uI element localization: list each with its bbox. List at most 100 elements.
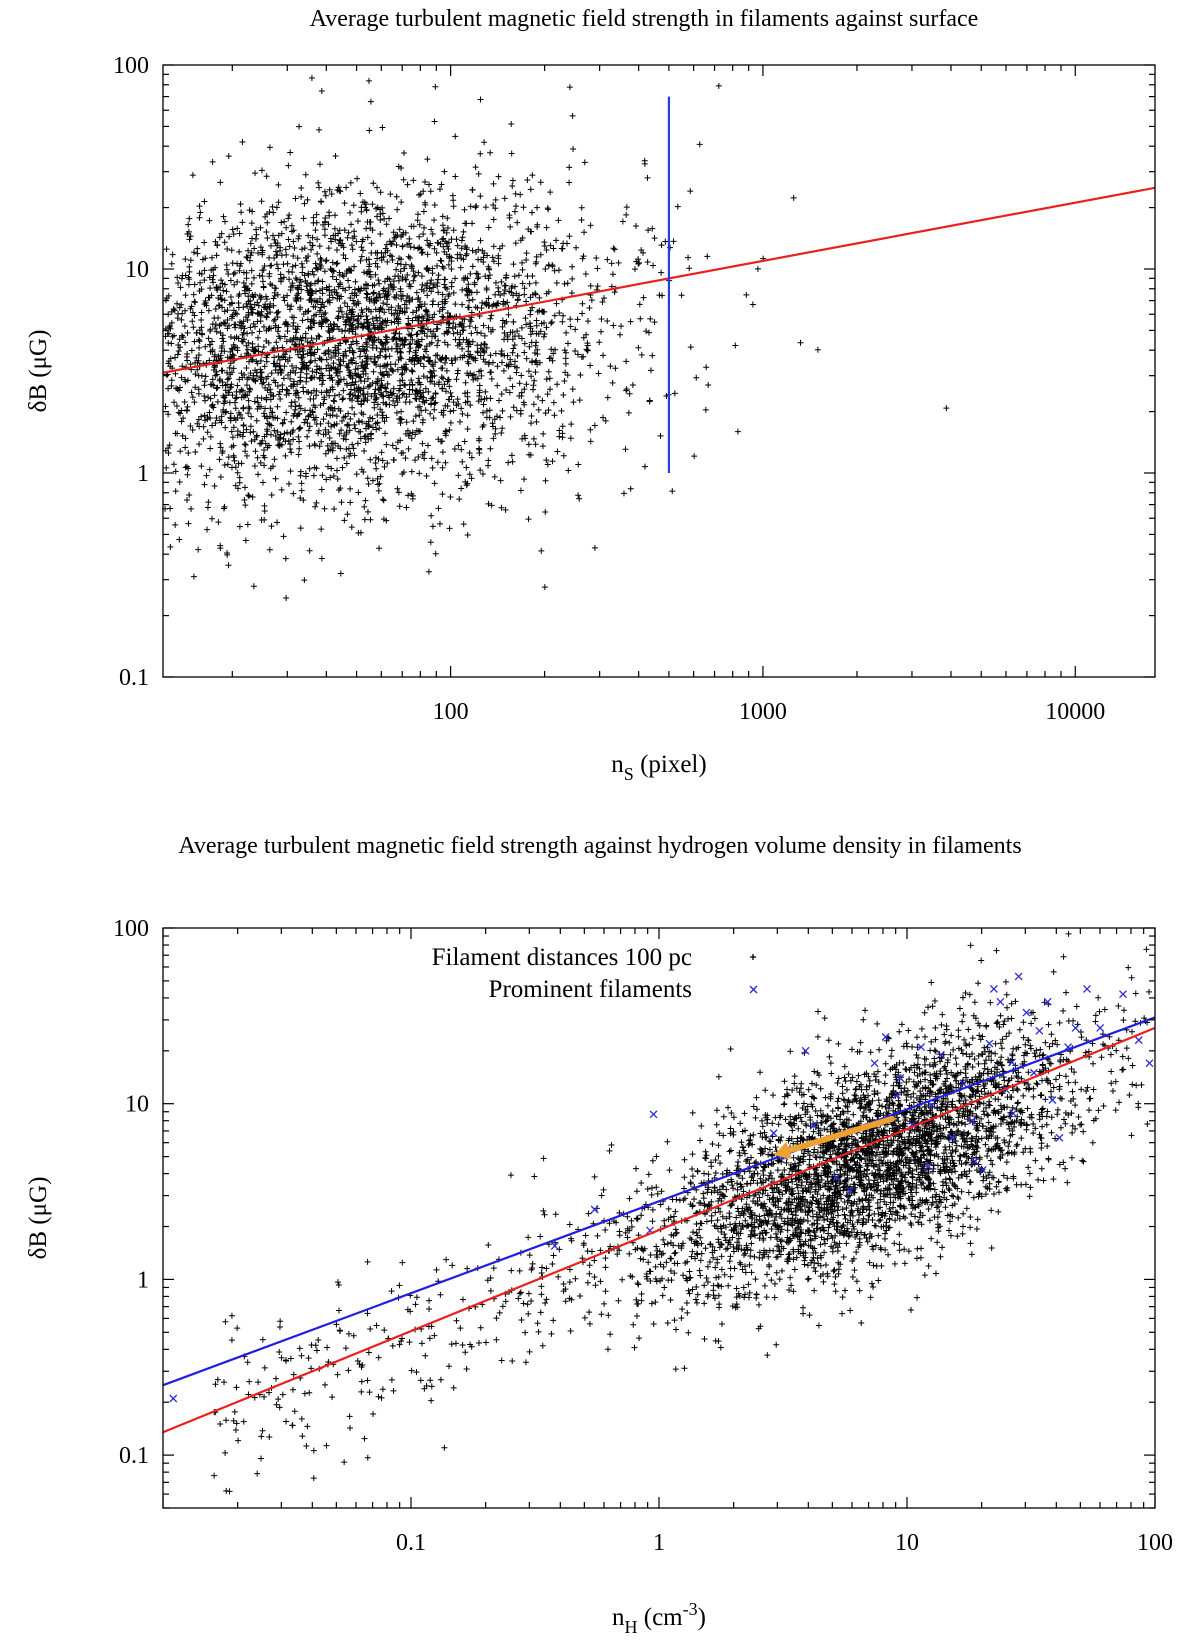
chart1-point	[398, 199, 405, 206]
chart1-point	[204, 429, 211, 436]
chart2-point	[879, 1103, 886, 1110]
chart1-point	[470, 376, 477, 383]
chart1-point	[310, 214, 317, 221]
chart1-point	[221, 218, 228, 225]
chart1-point	[222, 424, 229, 431]
chart1-point	[459, 410, 466, 417]
chart1-point	[366, 127, 373, 134]
chart1-point	[317, 198, 324, 205]
chart1-point	[377, 231, 384, 238]
chart1-point	[468, 454, 475, 461]
chart2-point	[809, 1207, 816, 1214]
chart1-point	[517, 191, 524, 198]
chart1-point	[418, 250, 425, 257]
chart1-point	[375, 481, 382, 488]
chart1-point	[406, 235, 413, 242]
chart1-point	[208, 515, 215, 522]
chart1-point	[595, 370, 602, 377]
chart1-point	[272, 285, 279, 292]
chart1-point	[344, 234, 351, 241]
chart1-point	[329, 273, 336, 280]
chart1-point	[193, 329, 200, 336]
chart1-point	[345, 229, 352, 236]
chart1-point	[227, 414, 234, 421]
chart1-point	[615, 259, 622, 266]
chart1-point	[192, 448, 199, 455]
chart1-point	[395, 356, 402, 363]
chart2-point	[1030, 1093, 1037, 1100]
chart1-point	[288, 449, 295, 456]
chart1-point	[492, 291, 499, 298]
chart1-point	[237, 201, 244, 208]
chart1-point	[398, 355, 405, 362]
chart1-point	[455, 472, 462, 479]
chart1-point	[623, 386, 630, 393]
chart2-point	[685, 1329, 692, 1336]
chart1-point	[331, 392, 338, 399]
chart1-point	[251, 245, 258, 252]
chart1-point	[369, 424, 376, 431]
chart1-point	[396, 330, 403, 337]
chart1-point	[296, 445, 303, 452]
chart1-point	[627, 485, 634, 492]
chart1-point	[280, 375, 287, 382]
chart1-point	[477, 96, 484, 103]
chart1-point	[650, 262, 657, 269]
chart1-point	[231, 457, 238, 464]
chart1-point	[594, 265, 601, 272]
chart2-point	[906, 1076, 913, 1083]
chart1-point	[560, 312, 567, 319]
chart1-point	[647, 315, 654, 322]
chart1-point	[286, 354, 293, 361]
chart1-point	[187, 257, 194, 264]
chart1-point	[247, 423, 254, 430]
chart1-point	[488, 502, 495, 509]
chart1-point	[367, 98, 374, 105]
chart1-point	[403, 504, 410, 511]
chart1-point	[230, 231, 237, 238]
chart2-point	[974, 1216, 981, 1223]
chart1-point	[241, 497, 248, 504]
chart1-point	[545, 407, 552, 414]
chart1-point	[301, 419, 308, 426]
chart1-point	[463, 482, 470, 489]
chart1-point	[256, 440, 263, 447]
chart1-point	[259, 267, 266, 274]
chart1-point	[274, 519, 281, 526]
chart2-point	[989, 1161, 996, 1168]
chart1-point	[443, 229, 450, 236]
chart2-point	[782, 1116, 789, 1123]
chart1-point	[314, 346, 321, 353]
chart1-point	[247, 429, 254, 436]
chart1-point	[486, 359, 493, 366]
chart1-point	[349, 246, 356, 253]
chart1-point	[290, 490, 297, 497]
chart1-point	[521, 476, 528, 483]
chart2-point	[791, 1266, 798, 1273]
chart1-point	[274, 403, 281, 410]
chart1-point	[633, 223, 640, 230]
chart1-point	[321, 268, 328, 275]
chart2-point	[959, 1018, 966, 1025]
chart1-point	[214, 398, 221, 405]
chart1-point	[221, 461, 228, 468]
chart1-point	[380, 497, 387, 504]
chart1-point	[587, 282, 594, 289]
chart2-point	[661, 1241, 668, 1248]
chart2-point	[871, 1210, 878, 1217]
chart1-point	[300, 215, 307, 222]
chart1-point	[376, 280, 383, 287]
chart1-point	[474, 349, 481, 356]
chart1-point	[322, 192, 329, 199]
chart1-point	[205, 307, 212, 314]
chart1-point	[363, 294, 370, 301]
chart1-point	[431, 217, 438, 224]
chart2-point	[862, 1007, 869, 1014]
chart1-point	[427, 410, 434, 417]
chart1-point	[434, 342, 441, 349]
chart1-point	[289, 263, 296, 270]
chart1-point	[236, 248, 243, 255]
chart1-point	[260, 344, 267, 351]
chart2-point	[1078, 1034, 1085, 1041]
chart1-point	[212, 321, 219, 328]
